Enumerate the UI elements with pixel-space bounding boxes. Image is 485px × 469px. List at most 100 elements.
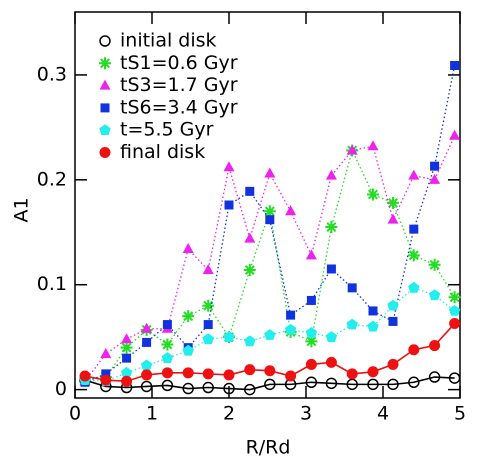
marker	[305, 358, 317, 370]
marker	[182, 310, 195, 323]
marker	[346, 368, 358, 380]
marker	[450, 60, 460, 70]
marker	[388, 316, 398, 326]
marker	[286, 310, 296, 320]
marker	[409, 224, 419, 234]
marker	[407, 249, 420, 262]
marker	[120, 366, 133, 378]
legend-label: tS3=1.7 Gyr	[120, 74, 238, 96]
marker	[367, 378, 379, 391]
marker	[182, 243, 194, 254]
legend-marker	[99, 79, 111, 90]
marker	[121, 375, 133, 387]
marker	[448, 291, 461, 304]
x-tick-label: 0	[69, 403, 81, 425]
legend-label: tS6=3.4 Gyr	[120, 96, 238, 118]
marker	[162, 320, 172, 330]
marker	[305, 376, 318, 389]
marker	[408, 376, 420, 389]
marker	[264, 378, 276, 391]
marker	[203, 320, 213, 330]
marker	[347, 283, 357, 293]
marker	[408, 281, 420, 293]
y-tick-label: 0.3	[37, 63, 67, 85]
series-line	[84, 148, 456, 380]
marker	[140, 380, 153, 393]
marker	[448, 372, 461, 384]
legend-label: initial disk	[120, 30, 217, 52]
marker	[244, 364, 256, 376]
marker	[325, 331, 338, 343]
marker	[326, 264, 336, 274]
marker	[325, 169, 337, 180]
marker	[100, 374, 112, 386]
x-tick-label: 5	[454, 403, 466, 425]
marker	[120, 341, 133, 354]
marker	[140, 359, 153, 371]
marker	[325, 221, 338, 234]
marker	[122, 353, 132, 363]
legend-label: tS1=0.6 Gyr	[120, 52, 238, 74]
marker	[367, 320, 379, 332]
y-axis-label: A1	[11, 197, 33, 222]
marker	[161, 379, 174, 392]
marker	[387, 299, 399, 311]
marker	[202, 368, 214, 380]
marker	[264, 365, 276, 377]
marker	[305, 335, 318, 348]
marker	[387, 196, 400, 209]
marker	[182, 344, 194, 356]
marker	[448, 304, 461, 316]
series-line	[84, 376, 455, 391]
marker	[346, 318, 358, 330]
marker	[408, 344, 420, 356]
marker	[223, 369, 235, 381]
marker	[285, 205, 297, 216]
legend-label: final disk	[120, 141, 205, 163]
marker	[325, 377, 338, 390]
marker	[346, 144, 358, 155]
marker	[305, 326, 318, 338]
marker	[428, 371, 441, 383]
marker	[142, 337, 152, 347]
y-tick-label: 0.2	[37, 168, 67, 190]
marker	[429, 173, 441, 184]
marker	[121, 333, 133, 344]
marker	[245, 186, 255, 196]
marker	[368, 306, 378, 316]
marker	[430, 161, 440, 171]
marker	[428, 289, 441, 301]
marker	[284, 323, 297, 335]
marker	[449, 318, 461, 330]
marker	[202, 381, 214, 394]
legend-marker	[99, 147, 111, 158]
marker	[408, 169, 420, 180]
x-tick-label: 2	[223, 403, 235, 425]
plot-frame	[74, 11, 461, 399]
marker	[141, 322, 153, 333]
marker	[265, 215, 275, 225]
marker	[244, 383, 256, 396]
marker	[366, 188, 379, 201]
marker	[449, 129, 461, 140]
marker	[367, 140, 379, 151]
marker	[429, 340, 441, 352]
marker	[244, 232, 256, 243]
marker	[223, 331, 235, 343]
marker	[182, 382, 194, 395]
legend-marker	[99, 124, 111, 136]
x-tick-label: 3	[300, 403, 312, 425]
marker	[428, 258, 441, 271]
marker	[223, 382, 235, 395]
legend-marker	[99, 57, 111, 70]
marker	[223, 161, 235, 172]
marker	[387, 358, 399, 370]
legend-marker	[100, 103, 110, 113]
marker	[161, 352, 174, 363]
marker	[306, 295, 316, 305]
marker	[264, 329, 276, 340]
marker	[202, 333, 214, 345]
marker	[141, 369, 153, 381]
marker	[305, 249, 317, 260]
